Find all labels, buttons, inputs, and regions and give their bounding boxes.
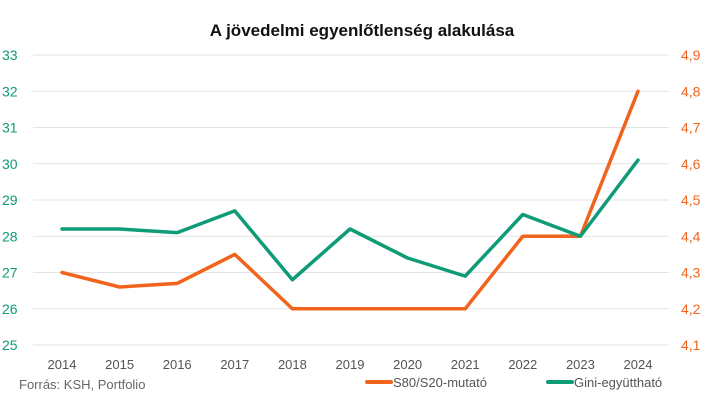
x-tick-label: 2014 — [48, 357, 77, 372]
series-lines — [60, 89, 640, 311]
right-tick-label: 4,8 — [681, 83, 701, 99]
right-axis: 4,1 4,2 4,3 4,4 4,5 4,6 4,7 4,8 4,9 — [681, 47, 701, 353]
left-tick-label: 26 — [2, 301, 18, 317]
grid — [33, 54, 669, 346]
legend-label: S80/S20-mutató — [393, 375, 487, 390]
x-tick-label: 2018 — [278, 357, 307, 372]
left-tick-label: 31 — [2, 120, 18, 136]
right-tick-label: 4,6 — [681, 156, 701, 172]
right-tick-label: 4,9 — [681, 47, 701, 63]
left-tick-label: 25 — [2, 337, 18, 353]
right-tick-label: 4,2 — [681, 301, 701, 317]
source-note: Forrás: KSH, Portfolio — [19, 377, 145, 392]
x-tick-label: 2021 — [451, 357, 480, 372]
x-tick-label: 2017 — [220, 357, 249, 372]
right-tick-label: 4,7 — [681, 120, 701, 136]
left-tick-label: 33 — [2, 47, 18, 63]
x-tick-label: 2016 — [163, 357, 192, 372]
left-axis: 25 26 27 28 29 30 31 32 33 — [2, 47, 18, 353]
left-tick-label: 32 — [2, 83, 18, 99]
left-tick-label: 30 — [2, 156, 18, 172]
legend: S80/S20-mutató Gini-együttható — [365, 375, 662, 390]
legend-label: Gini-együttható — [574, 375, 662, 390]
x-tick-label: 2019 — [336, 357, 365, 372]
series-gini — [60, 158, 640, 282]
right-tick-label: 4,3 — [681, 265, 701, 281]
chart-title: A jövedelmi egyenlőtlenség alakulása — [210, 21, 515, 40]
series-s80-s20 — [60, 89, 640, 311]
x-tick-label: 2020 — [393, 357, 422, 372]
x-tick-label: 2024 — [624, 357, 653, 372]
x-tick-label: 2022 — [508, 357, 537, 372]
left-tick-label: 27 — [2, 265, 18, 281]
right-tick-label: 4,4 — [681, 228, 701, 244]
x-tick-label: 2023 — [566, 357, 595, 372]
right-tick-label: 4,5 — [681, 192, 701, 208]
x-tick-label: 2015 — [105, 357, 134, 372]
series-line — [60, 158, 640, 282]
x-axis: 2014 2015 2016 2017 2018 2019 2020 2021 2022 2023… — [48, 357, 653, 372]
left-tick-label: 28 — [2, 228, 18, 244]
left-tick-label: 29 — [2, 192, 18, 208]
right-tick-label: 4,1 — [681, 337, 701, 353]
